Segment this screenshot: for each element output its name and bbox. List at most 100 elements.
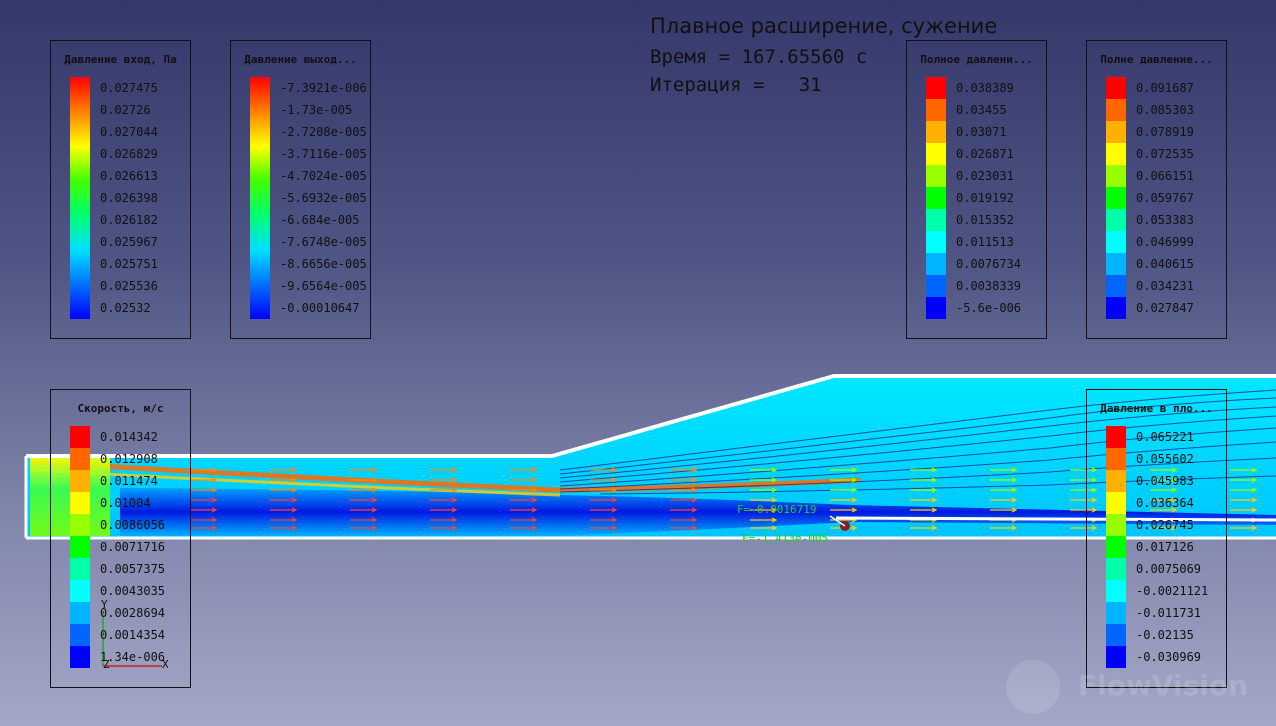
legend-swatch xyxy=(1106,624,1126,646)
velocity-arrow xyxy=(750,525,778,531)
velocity-arrow xyxy=(1230,507,1258,513)
velocity-arrow xyxy=(590,477,618,483)
legend-value: 0.019192 xyxy=(956,191,1014,205)
legend-value: -6.684e-005 xyxy=(280,213,360,227)
legend-value: 0.017126 xyxy=(1136,540,1194,554)
velocity-arrow xyxy=(590,525,618,531)
velocity-arrow xyxy=(350,497,378,503)
legend-swatch xyxy=(70,448,90,470)
legend-value: -5.6932e-005 xyxy=(280,191,367,205)
legend-value: 0.053383 xyxy=(1136,213,1194,227)
velocity-arrow xyxy=(350,507,378,513)
velocity-arrow xyxy=(1070,497,1098,503)
velocity-arrow xyxy=(190,487,218,493)
legend-velocity[interactable]: Скорость, м/с 0.014342 0.012908 0.011474 0.0… xyxy=(50,389,191,688)
velocity-arrow xyxy=(1230,487,1258,493)
velocity-arrow xyxy=(990,525,1018,531)
legend-plane-pressure[interactable]: Давление в пло... 0.065221 0.055602 0.04598… xyxy=(1086,389,1227,688)
velocity-arrow xyxy=(1070,487,1098,493)
legend-value: 0.015352 xyxy=(956,213,1014,227)
legend-swatch xyxy=(1106,297,1126,319)
force-label-y: F=-1.413e-005 xyxy=(742,532,829,545)
legend-value: 0.085303 xyxy=(1136,103,1194,117)
legend-swatch xyxy=(1106,448,1126,470)
legend-value: 0.026398 xyxy=(100,191,158,205)
velocity-arrow xyxy=(510,487,538,493)
legend-value: -0.02135 xyxy=(1136,628,1194,642)
legend-total-pressure-1[interactable]: Полное давлени... 0.038389 0.03455 0.03071 0… xyxy=(906,40,1047,339)
legend-value: 0.065221 xyxy=(1136,430,1194,444)
legend-swatch xyxy=(70,602,90,624)
legend-value: 0.0038339 xyxy=(956,279,1022,293)
legend-value: 0.01004 xyxy=(100,496,151,510)
legend-swatch xyxy=(1106,536,1126,558)
legend-value: 0.011513 xyxy=(956,235,1014,249)
legend-total-pressure-2[interactable]: Полне давление... 0.091687 0.085303 0.07891… xyxy=(1086,40,1227,339)
legend-value: 0.026745 xyxy=(1136,518,1194,532)
legend-title: Давление в пло... xyxy=(1100,402,1213,415)
velocity-arrow xyxy=(1150,477,1178,483)
legend-title: Полное давлени... xyxy=(920,53,1033,66)
legend-swatch xyxy=(1106,602,1126,624)
legend-swatch xyxy=(70,536,90,558)
velocity-arrow xyxy=(1230,525,1258,531)
velocity-arrow xyxy=(990,477,1018,483)
time-readout: Время = 167.65560 с xyxy=(650,46,868,68)
legend-value: -5.6e-006 xyxy=(956,301,1022,315)
velocity-arrow xyxy=(1230,497,1258,503)
legend-swatch xyxy=(926,99,946,121)
legend-swatch xyxy=(70,426,90,448)
legend-pressure-inlet[interactable]: Давление вход, Па 0.027475 0.02726 0.027044… xyxy=(50,40,191,339)
velocity-arrow xyxy=(350,487,378,493)
velocity-arrow xyxy=(1070,467,1098,473)
velocity-arrow xyxy=(670,525,698,531)
streamlines xyxy=(559,389,1276,495)
velocity-arrow xyxy=(430,507,458,513)
velocity-arrow xyxy=(830,497,858,503)
velocity-arrow xyxy=(750,517,778,523)
legend-value: -0.011731 xyxy=(1136,606,1202,620)
velocity-arrow xyxy=(590,507,618,513)
legend-swatch xyxy=(926,275,946,297)
velocity-arrow xyxy=(430,525,458,531)
velocity-arrow xyxy=(990,497,1018,503)
axis-y-label: Y xyxy=(101,598,108,611)
velocity-arrow xyxy=(510,497,538,503)
velocity-arrow xyxy=(1150,507,1178,513)
velocity-arrow xyxy=(750,497,778,503)
velocity-arrow xyxy=(1150,487,1178,493)
velocity-arrow xyxy=(350,477,378,483)
velocity-arrow xyxy=(270,507,298,513)
velocity-arrow xyxy=(1070,507,1098,513)
velocity-arrow xyxy=(430,477,458,483)
velocity-arrow xyxy=(590,487,618,493)
velocity-arrow xyxy=(910,525,938,531)
legend-value: 0.026829 xyxy=(100,147,158,161)
wall-streak xyxy=(29,459,861,493)
legend-swatch xyxy=(926,77,946,99)
legend-value: 0.03071 xyxy=(956,125,1007,139)
legend-value: 0.027847 xyxy=(1136,301,1194,315)
legend-pressure-outlet[interactable]: Давление выход... -7.3921e-006 -1.73e-005 -… xyxy=(230,40,371,339)
velocity-arrow xyxy=(510,517,538,523)
legend-swatch xyxy=(70,514,90,536)
legend-value: 0.03455 xyxy=(956,103,1007,117)
velocity-arrow xyxy=(670,487,698,493)
legend-value: -8.6656e-005 xyxy=(280,257,367,271)
legend-value: 0.046999 xyxy=(1136,235,1194,249)
legend-value: 0.027044 xyxy=(100,125,158,139)
legend-value: -3.7116e-005 xyxy=(280,147,367,161)
velocity-arrow xyxy=(750,507,778,513)
legend-swatch xyxy=(1106,426,1126,448)
velocity-arrow xyxy=(190,477,218,483)
velocity-arrow xyxy=(670,507,698,513)
legend-swatch xyxy=(70,492,90,514)
legend-swatch xyxy=(70,646,90,668)
flowvision-logo-icon xyxy=(1006,660,1060,714)
legend-value: 0.027475 xyxy=(100,81,158,95)
legend-swatch xyxy=(926,231,946,253)
velocity-arrow xyxy=(1070,525,1098,531)
velocity-arrow xyxy=(270,467,298,473)
velocity-arrow xyxy=(510,507,538,513)
